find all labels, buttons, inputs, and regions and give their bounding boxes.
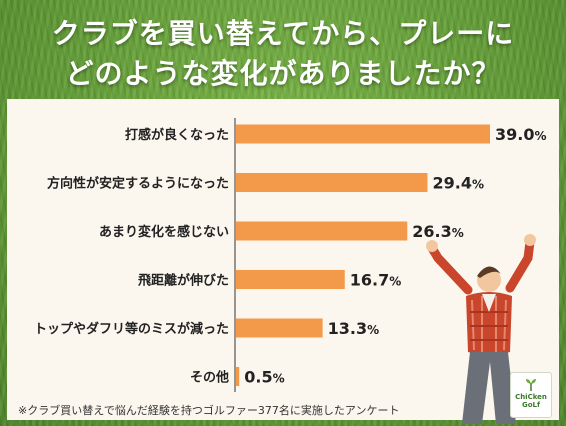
logo-line-2: GoLf bbox=[521, 401, 541, 409]
bar bbox=[236, 124, 490, 144]
title-line-1: クラブを買い替えてから、プレーに bbox=[51, 17, 515, 50]
value-label: 16.7% bbox=[350, 271, 402, 290]
page-title: クラブを買い替えてから、プレーに どのような変化がありましたか？ bbox=[0, 0, 566, 96]
value-unit: % bbox=[389, 275, 401, 289]
survey-footnote: ※クラブ買い替えで悩んだ経験を持つゴルファー377名に実施したアンケート bbox=[18, 404, 400, 417]
value-unit: % bbox=[472, 178, 484, 192]
value-number: 0.5 bbox=[244, 368, 272, 387]
value-unit: % bbox=[452, 226, 464, 240]
logo-line-1: ChiCken bbox=[515, 393, 547, 401]
value-unit: % bbox=[367, 323, 379, 337]
category-label: あまり変化を感じない bbox=[99, 224, 229, 240]
value-label: 13.3% bbox=[328, 319, 380, 338]
value-number: 26.3 bbox=[412, 222, 451, 241]
value-unit: % bbox=[534, 129, 546, 143]
category-label: その他 bbox=[190, 370, 229, 386]
bar bbox=[236, 270, 345, 289]
cheering-golfer-illustration bbox=[426, 234, 536, 424]
value-unit: % bbox=[273, 372, 285, 386]
value-label: 26.3% bbox=[412, 222, 464, 241]
category-label: 方向性が安定するようになった bbox=[47, 176, 229, 192]
brand-logo: ChiCken GoLf bbox=[510, 372, 552, 418]
value-label: 0.5% bbox=[244, 368, 284, 387]
value-label: 39.0% bbox=[495, 125, 547, 144]
value-number: 16.7 bbox=[350, 271, 389, 290]
bar bbox=[236, 367, 240, 386]
category-label: トップやダフリ等のミスが減った bbox=[34, 321, 229, 337]
bar bbox=[236, 221, 408, 241]
value-number: 39.0 bbox=[495, 125, 534, 144]
bar bbox=[236, 173, 428, 192]
sprout-icon bbox=[526, 379, 536, 391]
value-label: 29.4% bbox=[432, 174, 484, 193]
value-number: 13.3 bbox=[328, 319, 367, 338]
category-label: 打感が良くなった bbox=[125, 127, 229, 143]
value-number: 29.4 bbox=[432, 174, 471, 193]
category-label: 飛距離が伸びた bbox=[137, 273, 229, 289]
bar bbox=[236, 318, 323, 338]
title-line-2: どのような変化がありましたか？ bbox=[65, 57, 501, 90]
chart-panel bbox=[7, 99, 559, 420]
